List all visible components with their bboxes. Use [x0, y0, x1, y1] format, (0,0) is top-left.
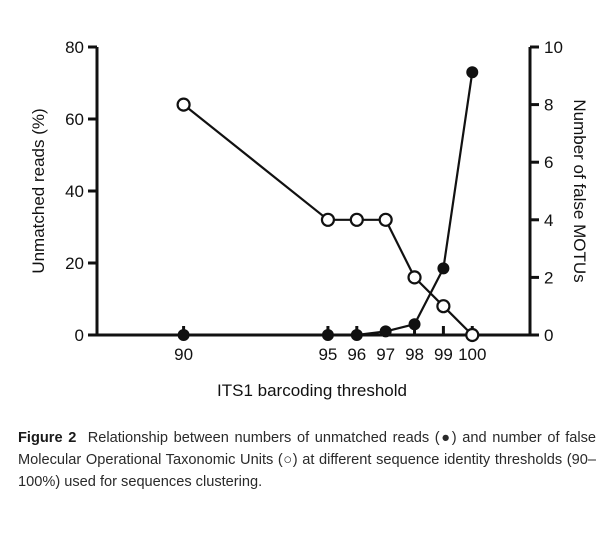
- unmatched-reads-point: [408, 318, 421, 331]
- right-y-tick-label: 8: [544, 96, 553, 115]
- false-motus-point: [407, 270, 422, 285]
- left-y-tick-label: 60: [65, 110, 84, 129]
- right-y-tick-label: 10: [544, 38, 563, 57]
- unmatched-reads-point: [379, 325, 392, 338]
- figure-caption-text: Relationship between numbers of unmatche…: [18, 430, 597, 490]
- left-y-tick-label: 0: [75, 326, 84, 345]
- chart-ticks: 0 20 40 60 80 0 2 4 6 8 10 90 95 96 97 98 99 100: [65, 38, 563, 364]
- chart-axes: [95, 47, 532, 337]
- unmatched-reads-point: [177, 329, 190, 341]
- right-y-axis-title: Number of false MOTUs: [570, 99, 589, 282]
- x-tick-label: 95: [318, 345, 337, 364]
- left-y-axis-title: Unmatched reads (%): [29, 108, 48, 273]
- left-y-tick-label: 80: [65, 38, 84, 57]
- x-tick-label: 99: [434, 345, 453, 364]
- unmatched-reads-point: [466, 66, 479, 79]
- left-y-tick-label: 20: [65, 254, 84, 273]
- x-tick-label: 90: [174, 345, 193, 364]
- unmatched-reads-point: [437, 262, 450, 275]
- false-motus-point: [436, 299, 451, 314]
- right-y-tick-label: 6: [544, 153, 553, 172]
- right-y-tick-label: 0: [544, 326, 553, 345]
- x-tick-label: 96: [347, 345, 366, 364]
- false-motus-point: [378, 212, 393, 227]
- series-lines: [182, 72, 474, 337]
- figure-caption: Figure 2 Relationship between numbers of…: [18, 427, 596, 493]
- series-points: [176, 66, 480, 343]
- false-motus-point: [320, 212, 336, 227]
- unmatched-reads-point: [350, 329, 363, 341]
- false-motus-point: [176, 97, 191, 112]
- x-tick-label: 98: [405, 345, 424, 364]
- x-tick-label: 97: [376, 345, 395, 364]
- left-y-tick-label: 40: [65, 182, 84, 201]
- dual-axis-line-chart: 0 20 40 60 80 0 2 4 6 8 10 90 95 96 97 98 99 100 ITS1 bar…: [29, 38, 589, 400]
- figure-label: Figure 2: [18, 430, 77, 446]
- false-motus-point: [465, 327, 480, 343]
- unmatched-reads-point: [321, 329, 334, 341]
- x-axis-title: ITS1 barcoding threshold: [217, 381, 407, 400]
- right-y-tick-label: 4: [544, 211, 553, 230]
- x-tick-label: 100: [458, 345, 486, 364]
- series-line-unmatched-reads: [183, 72, 474, 337]
- right-y-tick-label: 2: [544, 268, 553, 287]
- false-motus-point: [349, 212, 364, 227]
